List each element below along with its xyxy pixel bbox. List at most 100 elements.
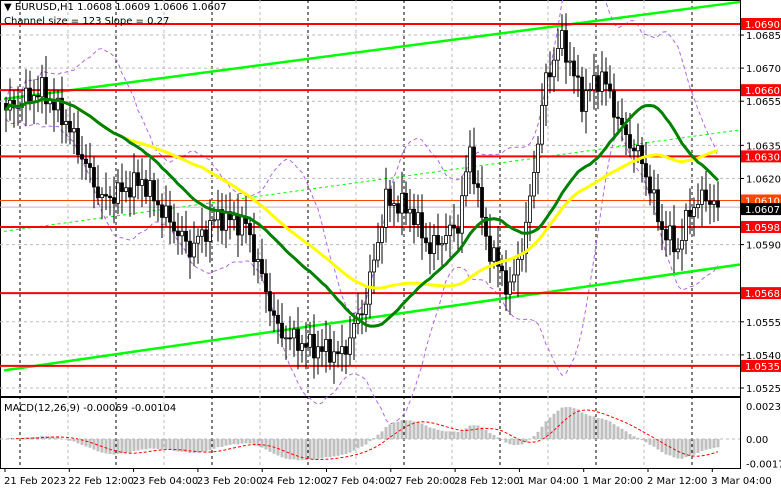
- macd-bar: [400, 420, 404, 439]
- macd-bar: [172, 439, 176, 451]
- candle-body: [516, 258, 520, 276]
- macd-bar: [264, 439, 268, 450]
- candle-body: [696, 204, 700, 209]
- macd-bar: [184, 439, 188, 453]
- macd-bar: [424, 425, 428, 439]
- macd-bar: [716, 439, 720, 448]
- macd-bar: [360, 439, 364, 447]
- envelope-lower: [5, 118, 719, 425]
- candle-body: [700, 189, 704, 205]
- x-tick-label: 23 Feb 20:00: [197, 476, 263, 487]
- macd-bar: [616, 426, 620, 439]
- macd-bar: [96, 439, 100, 452]
- macd-bar: [324, 439, 328, 458]
- candle-body: [400, 192, 404, 214]
- candle-body: [136, 172, 140, 186]
- macd-bar: [216, 439, 220, 448]
- candle-body: [344, 346, 348, 355]
- candle-body: [168, 205, 172, 223]
- candle-body: [688, 209, 692, 217]
- candle-body: [252, 234, 256, 263]
- macd-bar: [596, 418, 600, 439]
- macd-bar: [220, 439, 224, 447]
- macd-bar: [604, 419, 608, 439]
- candle-body: [160, 204, 164, 218]
- macd-bar: [104, 439, 108, 454]
- x-tick-label: 28 Feb 12:00: [454, 476, 520, 487]
- candle-body: [84, 158, 88, 164]
- macd-bar: [624, 431, 628, 439]
- macd-bar: [100, 439, 104, 453]
- price-pane-frame: [0, 0, 741, 397]
- candle-body: [608, 83, 612, 92]
- candle-body: [60, 97, 64, 126]
- candle-body: [644, 163, 648, 178]
- candle-body: [488, 235, 492, 262]
- macd-bar: [192, 439, 196, 454]
- macd-bar: [284, 439, 288, 459]
- candle-body: [640, 145, 644, 165]
- macd-bar: [584, 414, 588, 439]
- candle-body: [600, 71, 604, 92]
- candle-body: [408, 208, 412, 214]
- channel-line-middle: [3, 129, 741, 232]
- y-tick-label: 1.0540: [746, 351, 781, 362]
- candle-body: [172, 221, 176, 232]
- candle-body: [124, 187, 128, 193]
- candle-body: [596, 75, 600, 92]
- candle-body: [612, 90, 616, 118]
- macd-tick-label: -0.00178: [746, 460, 781, 471]
- candle-body: [508, 281, 512, 295]
- macd-bar: [488, 432, 492, 439]
- macd-bar: [132, 439, 136, 452]
- candle-body: [456, 227, 460, 234]
- macd-bar: [316, 439, 320, 459]
- candle-body: [648, 176, 652, 194]
- level-label-bg: [741, 84, 781, 97]
- macd-bar: [128, 439, 132, 453]
- channel-line-lower: [3, 263, 741, 372]
- candle-body: [312, 333, 316, 359]
- macd-bar: [620, 428, 624, 439]
- macd-bar: [388, 424, 392, 439]
- candle-body: [12, 99, 16, 109]
- candle-body: [196, 235, 200, 244]
- macd-bar: [432, 428, 436, 439]
- macd-bar: [396, 421, 400, 439]
- triangle-down-icon[interactable]: ▼: [4, 2, 12, 13]
- macd-bar: [92, 439, 96, 450]
- candle-body: [204, 229, 208, 242]
- macd-bar: [540, 426, 544, 439]
- macd-bar: [708, 439, 712, 449]
- macd-signal-line: [5, 409, 719, 460]
- candle-body: [528, 195, 532, 223]
- macd-bar: [120, 439, 124, 454]
- macd-bar: [112, 439, 116, 455]
- macd-bar: [308, 439, 312, 460]
- candle-body: [148, 180, 152, 197]
- candle-body: [584, 90, 588, 112]
- macd-bar: [32, 437, 36, 439]
- candle-body: [116, 182, 120, 204]
- candle-body: [156, 200, 160, 206]
- candle-body: [620, 117, 624, 126]
- candle-body: [340, 346, 344, 355]
- macd-bar: [48, 436, 52, 439]
- candle-body: [664, 229, 668, 241]
- candle-body: [372, 259, 376, 273]
- symbol-ohlc: EURUSD,H1 1.0608 1.0609 1.0606 1.0607: [14, 2, 227, 13]
- moving-average-fast: [4, 97, 720, 328]
- macd-bar: [312, 439, 316, 460]
- candle-body: [392, 203, 396, 206]
- macd-bar: [408, 420, 412, 439]
- candle-body: [324, 339, 328, 352]
- candle-body: [676, 248, 680, 253]
- macd-bar: [52, 437, 56, 439]
- macd-bar: [508, 439, 512, 445]
- candle-body: [88, 163, 92, 168]
- macd-bar: [696, 439, 700, 454]
- moving-average-slow: [4, 97, 719, 290]
- candle-body: [192, 242, 196, 258]
- macd-bar: [204, 439, 208, 452]
